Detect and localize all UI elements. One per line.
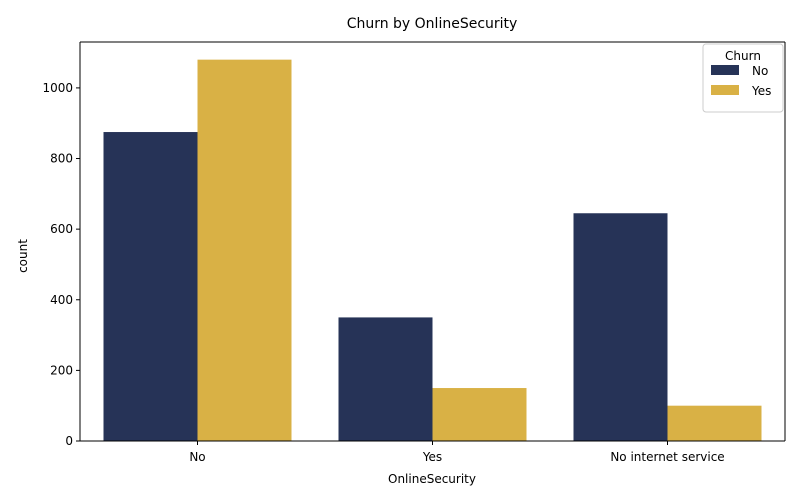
- y-axis: 0 200 400 600 800 1000: [42, 81, 80, 448]
- bar-no-internet-service-churn-yes: [667, 405, 762, 441]
- bar-no-churn-yes: [197, 59, 292, 441]
- plot-area: [79, 41, 786, 442]
- bar-no-internet-service-churn-no: [573, 213, 668, 441]
- x-tick-label: No: [189, 450, 205, 464]
- y-tick-label: 200: [50, 363, 73, 377]
- x-axis: No Yes No internet service: [189, 441, 725, 464]
- y-tick-label: 400: [50, 293, 73, 307]
- bar-no-churn-no: [103, 132, 198, 441]
- y-tick-label: 800: [50, 152, 73, 166]
- y-tick-label: 600: [50, 222, 73, 236]
- chart-title: Churn by OnlineSecurity: [347, 16, 518, 32]
- y-axis-label: count: [16, 239, 30, 273]
- x-tick-label: No internet service: [610, 450, 724, 464]
- y-tick-label: 0: [65, 434, 73, 448]
- legend-items: No Yes: [711, 64, 771, 98]
- legend-label-no: No: [752, 64, 768, 78]
- legend-title: Churn: [725, 49, 761, 63]
- bar-yes-churn-no: [338, 317, 433, 441]
- x-tick-label: Yes: [422, 450, 442, 464]
- legend-label-yes: Yes: [751, 84, 771, 98]
- legend-swatch-no: [711, 65, 739, 75]
- legend: Churn No Yes: [702, 43, 784, 113]
- bar-yes-churn-yes: [432, 388, 527, 441]
- legend-swatch-yes: [711, 85, 739, 95]
- x-axis-label: OnlineSecurity: [388, 472, 476, 486]
- y-tick-label: 1000: [42, 81, 73, 95]
